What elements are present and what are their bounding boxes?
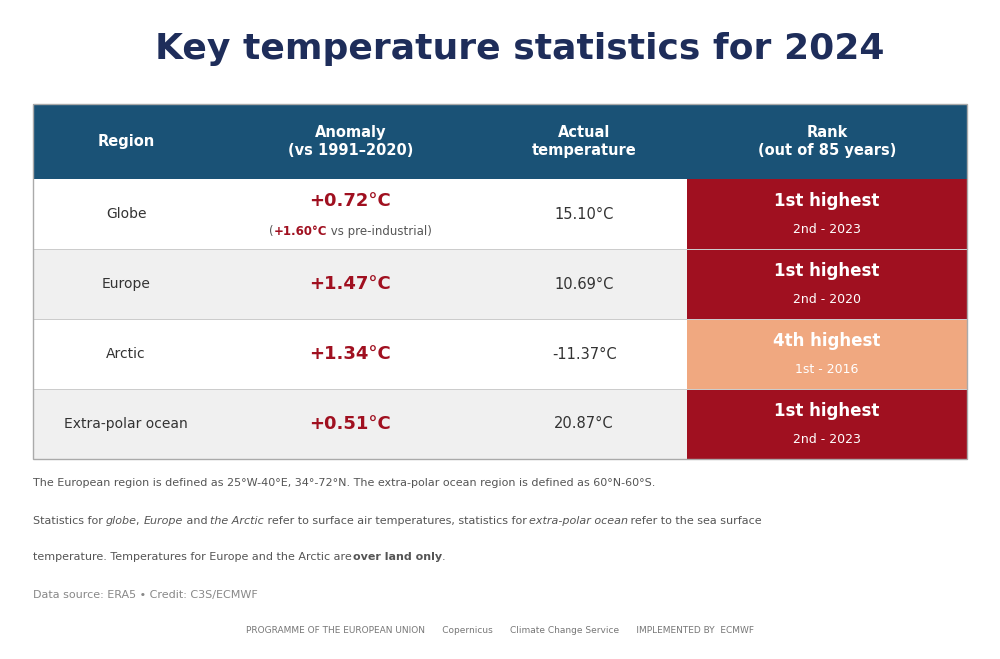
Text: Data source: ERA5 • Credit: C3S/ECMWF: Data source: ERA5 • Credit: C3S/ECMWF (33, 590, 257, 600)
Text: +1.34°C: +1.34°C (310, 345, 391, 363)
Bar (33, 104, 967, 179)
Text: Globe: Globe (106, 207, 146, 221)
Text: Key temperature statistics for 2024: Key temperature statistics for 2024 (155, 32, 885, 66)
Text: PROGRAMME OF THE EUROPEAN UNION      Copernicus      Climate Change Service     : PROGRAMME OF THE EUROPEAN UNION Copernic… (246, 625, 754, 635)
Text: extra-polar ocean: extra-polar ocean (529, 517, 628, 527)
Text: +1.47°C: +1.47°C (310, 275, 391, 293)
Text: +1.60°C: +1.60°C (274, 225, 327, 238)
Text: (: ( (269, 225, 274, 238)
Text: Region: Region (97, 134, 155, 149)
Text: vs pre-industrial): vs pre-industrial) (327, 225, 432, 238)
Text: 1st - 2016: 1st - 2016 (795, 363, 859, 376)
Text: Arctic: Arctic (106, 347, 146, 361)
Text: 1st highest: 1st highest (774, 402, 880, 420)
Text: 1st highest: 1st highest (774, 192, 880, 210)
Bar (33, 389, 967, 390)
Text: -11.37°C: -11.37°C (552, 347, 616, 362)
Text: 10.69°C: 10.69°C (554, 277, 614, 291)
Text: .: . (442, 552, 445, 562)
Text: 20.87°C: 20.87°C (554, 416, 614, 432)
Text: +0.72°C: +0.72°C (310, 192, 391, 210)
Text: Actual
temperature: Actual temperature (532, 125, 637, 158)
Bar (687, 389, 967, 459)
Text: refer to the sea surface: refer to the sea surface (627, 517, 762, 527)
Text: the Arctic: the Arctic (210, 517, 264, 527)
Text: ,: , (136, 517, 143, 527)
Text: Extra-polar ocean: Extra-polar ocean (64, 417, 188, 431)
Text: Rank
(out of 85 years): Rank (out of 85 years) (758, 125, 896, 158)
Bar (33, 104, 967, 459)
Text: 2nd - 2020: 2nd - 2020 (793, 293, 861, 306)
Text: Europe: Europe (102, 277, 151, 291)
Text: and: and (183, 517, 211, 527)
Bar (33, 249, 967, 250)
Text: Europe: Europe (143, 517, 183, 527)
Bar (33, 249, 687, 319)
Bar (33, 389, 687, 459)
Text: +0.51°C: +0.51°C (310, 415, 391, 433)
Text: Anomaly
(vs 1991–2020): Anomaly (vs 1991–2020) (288, 125, 413, 158)
Bar (33, 179, 687, 249)
Bar (33, 319, 967, 320)
Text: The European region is defined as 25°W-40°E, 34°-72°N. The extra-polar ocean reg: The European region is defined as 25°W-4… (33, 478, 655, 488)
Text: 15.10°C: 15.10°C (554, 207, 614, 221)
Text: 4th highest: 4th highest (773, 332, 881, 350)
Text: globe: globe (106, 517, 137, 527)
Text: over land only: over land only (353, 552, 442, 562)
Bar (687, 249, 967, 319)
Bar (33, 319, 687, 389)
Bar (687, 319, 967, 389)
Text: Statistics for: Statistics for (33, 517, 106, 527)
Text: 1st highest: 1st highest (774, 262, 880, 280)
Text: 2nd - 2023: 2nd - 2023 (793, 223, 861, 237)
Text: 2nd - 2023: 2nd - 2023 (793, 433, 861, 446)
Text: refer to surface air temperatures, statistics for: refer to surface air temperatures, stati… (264, 517, 530, 527)
Bar (687, 179, 967, 249)
Text: temperature. Temperatures for Europe and the Arctic are: temperature. Temperatures for Europe and… (33, 552, 355, 562)
